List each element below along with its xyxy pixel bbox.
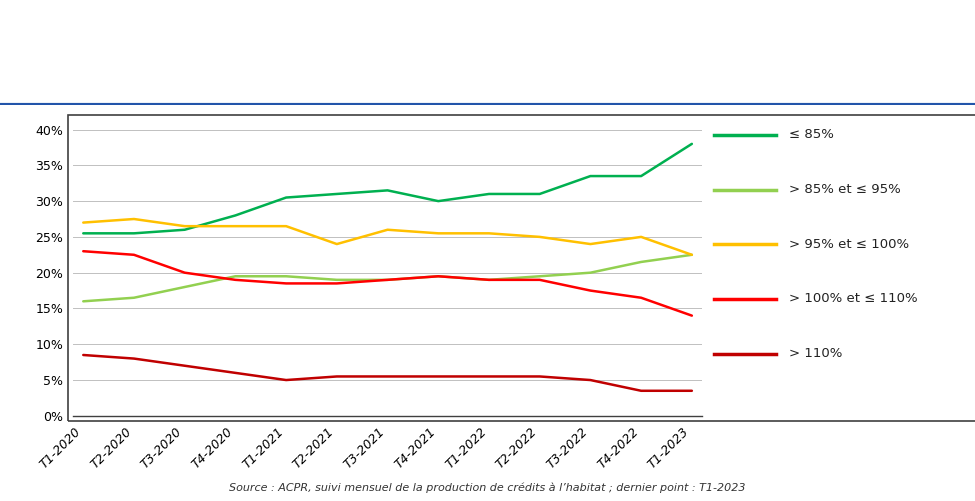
Text: Source : ACPR, suivi mensuel de la production de crédits à l’habitat ; dernier p: Source : ACPR, suivi mensuel de la produ…	[229, 483, 746, 493]
Text: > 95% et ≤ 100%: > 95% et ≤ 100%	[789, 238, 909, 251]
Text: Structure de la production (hors rachats, renégociations et regroupements) par: Structure de la production (hors rachats…	[95, 23, 846, 41]
Text: > 100% et ≤ 110%: > 100% et ≤ 110%	[789, 293, 917, 306]
Text: ≤ 85%: ≤ 85%	[789, 128, 834, 141]
Text: > 85% et ≤ 95%: > 85% et ≤ 95%	[789, 183, 901, 196]
Text: Graphique 40: Graphique 40	[12, 23, 138, 41]
Text: tranche de LTV: tranche de LTV	[418, 73, 557, 91]
Text: > 110%: > 110%	[789, 347, 842, 360]
